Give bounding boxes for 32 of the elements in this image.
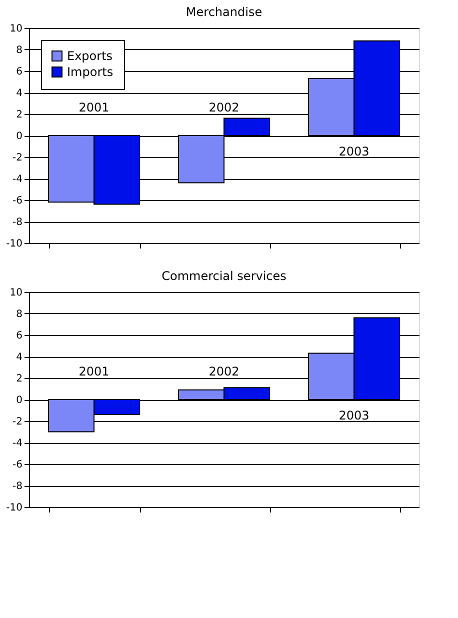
y-tick-label: 2 <box>16 110 22 120</box>
y-tick-label: -10 <box>6 238 22 250</box>
y-tick-label: 8 <box>16 309 22 320</box>
y-tick-label: -6 <box>12 460 22 470</box>
y-tick-label: 0 <box>16 131 22 142</box>
y-tick-label: 10 <box>10 288 22 298</box>
y-tick-label: -8 <box>12 217 22 228</box>
y-tick-label: 10 <box>10 24 22 34</box>
y-tick-label: 8 <box>16 45 22 56</box>
legend-label: Imports <box>67 65 114 79</box>
y-tick-label: -2 <box>12 152 22 164</box>
x-tick-label: 2002 <box>208 100 240 114</box>
legend-label: Exports <box>67 49 113 63</box>
y-tick-label: -10 <box>6 502 22 514</box>
y-tick-label: 4 <box>16 352 22 363</box>
y-tick-label: 6 <box>16 66 22 78</box>
y-tick-label: -4 <box>12 438 22 449</box>
x-tick-label: 2003 <box>338 144 370 158</box>
y-tick-label: -4 <box>12 174 22 185</box>
x-tick-label: 2001 <box>78 364 110 378</box>
chart-title: Merchandise <box>186 5 262 19</box>
y-tick-label: 4 <box>16 88 22 99</box>
y-tick-label: 6 <box>16 330 22 342</box>
y-tick-label: -8 <box>12 481 22 492</box>
y-tick-label: 2 <box>16 374 22 384</box>
y-tick-label: 0 <box>16 395 22 406</box>
y-tick-label: -6 <box>12 196 22 206</box>
x-tick-label: 2002 <box>208 364 240 378</box>
y-tick-label: -2 <box>12 416 22 428</box>
x-tick-label: 2001 <box>78 100 110 114</box>
chart-title: Commercial services <box>162 269 286 283</box>
x-tick-label: 2003 <box>338 408 370 422</box>
